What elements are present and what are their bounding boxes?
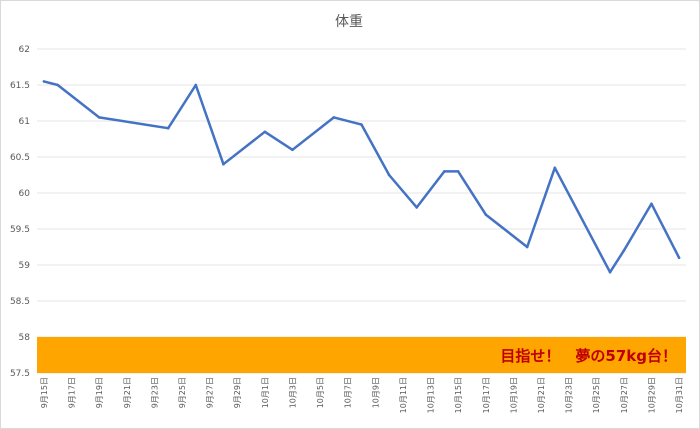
data-point xyxy=(525,245,529,249)
x-tick-label: 10月3日 xyxy=(288,377,297,408)
data-point xyxy=(650,202,653,206)
x-tick-label: 10月13日 xyxy=(427,377,436,413)
data-point xyxy=(332,116,336,119)
data-point xyxy=(484,213,488,216)
data-point xyxy=(360,123,363,126)
x-tick-label: 9月17日 xyxy=(68,377,77,408)
data-point xyxy=(222,162,225,166)
data-point xyxy=(415,206,419,209)
x-tick-label: 9月29日 xyxy=(233,377,242,408)
x-tick-label: 9月15日 xyxy=(40,377,49,408)
x-tick-label: 9月27日 xyxy=(206,377,215,408)
series-line-path xyxy=(43,80,681,274)
data-point xyxy=(166,126,170,130)
y-tick-label: 59 xyxy=(19,261,31,271)
x-tick-label: 10月5日 xyxy=(316,377,325,408)
data-point xyxy=(553,166,557,170)
chart-title: 体重 xyxy=(335,14,363,30)
y-tick-label: 59.5 xyxy=(10,225,30,235)
y-tick-label: 60.5 xyxy=(10,153,30,163)
x-tick-label: 9月23日 xyxy=(150,377,159,408)
y-tick-label: 58 xyxy=(19,333,31,343)
x-tick-label: 10月27日 xyxy=(620,377,629,413)
x-tick-label: 9月19日 xyxy=(95,377,104,408)
data-point xyxy=(387,173,391,177)
target-band-label: 目指せ！ 夢の57kg台！ xyxy=(500,347,677,365)
data-point xyxy=(42,80,46,83)
x-tick-label: 10月25日 xyxy=(592,377,601,413)
y-tick-label: 60 xyxy=(19,189,31,199)
x-tick-label: 10月29日 xyxy=(647,377,656,413)
y-tick-label: 61 xyxy=(19,117,30,127)
x-tick-label: 10月15日 xyxy=(454,377,463,413)
data-point xyxy=(443,170,446,173)
data-point xyxy=(291,148,294,152)
data-point xyxy=(456,170,460,173)
x-tick-label: 10月23日 xyxy=(565,377,574,413)
x-tick-label: 10月19日 xyxy=(509,377,518,413)
data-point xyxy=(194,83,198,87)
x-tick-label: 10月7日 xyxy=(344,377,353,408)
series-line xyxy=(42,80,681,274)
data-point xyxy=(677,256,681,260)
data-point xyxy=(263,130,267,134)
target-band-fill xyxy=(37,337,686,373)
y-tick-label: 62 xyxy=(19,45,30,55)
x-tick-label: 9月25日 xyxy=(178,377,187,408)
x-tick-label: 10月1日 xyxy=(261,377,270,408)
x-axis-ticks: 9月15日 9月17日 9月19日 9月21日 9月23日 9月25日 9月27日 9月29日… xyxy=(40,377,684,413)
gridlines xyxy=(37,48,686,374)
x-tick-label: 10月31日 xyxy=(675,377,684,413)
y-tick-label: 61.5 xyxy=(10,81,30,91)
x-tick-label: 10月17日 xyxy=(482,377,491,413)
y-tick-label: 57.5 xyxy=(10,369,30,379)
x-tick-label: 9月21日 xyxy=(123,377,132,408)
y-tick-label: 58.5 xyxy=(10,297,30,307)
data-point xyxy=(608,270,612,274)
x-tick-label: 10月11日 xyxy=(399,377,408,413)
x-tick-label: 10月21日 xyxy=(537,377,546,413)
x-tick-label: 10月9日 xyxy=(371,377,380,408)
data-point xyxy=(622,249,626,252)
y-axis-ticks: 57.5 58 58.5 59 59.5 60 60.5 61 61.5 62 xyxy=(10,45,30,379)
data-point xyxy=(56,83,60,87)
data-point xyxy=(97,116,101,119)
target-band: 目指せ！ 夢の57kg台！ xyxy=(37,337,686,373)
